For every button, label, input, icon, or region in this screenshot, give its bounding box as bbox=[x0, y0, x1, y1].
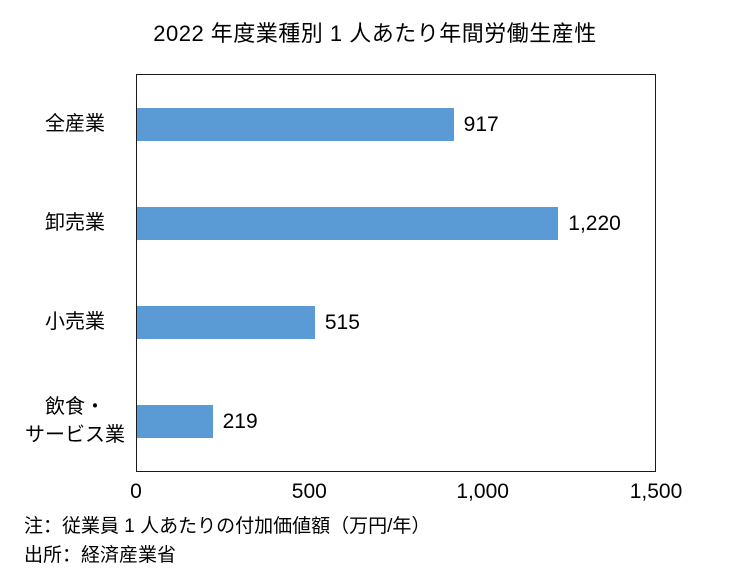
chart-title: 2022 年度業種別 1 人あたり年間労働生産性 bbox=[153, 21, 597, 46]
category-label: 全産業 bbox=[45, 112, 105, 135]
bar bbox=[137, 108, 454, 141]
bar-value-label: 917 bbox=[463, 112, 499, 136]
bar-value-label: 1,220 bbox=[568, 211, 621, 235]
category-label: 小売業 bbox=[45, 310, 105, 333]
category-axis: 全産業卸売業小売業飲食・ サービス業 bbox=[20, 74, 136, 472]
x-tick-label: 0 bbox=[130, 480, 142, 503]
bar bbox=[137, 306, 315, 339]
bar bbox=[137, 405, 213, 438]
category-label: 卸売業 bbox=[45, 211, 105, 234]
x-axis: 0 500 1,000 1,500 bbox=[130, 480, 682, 508]
chart-source: 出所：経済産業省 bbox=[24, 545, 177, 567]
x-tick-label: 1,500 bbox=[629, 480, 683, 503]
x-tick-label: 500 bbox=[291, 480, 327, 503]
bar-value-label: 515 bbox=[324, 310, 360, 334]
x-tick-label: 1,000 bbox=[456, 480, 509, 503]
category-label: 飲食・ サービス業 bbox=[25, 395, 125, 446]
plot-area: 917 1,220 515 219 bbox=[136, 74, 656, 472]
bar-row: 917 bbox=[137, 75, 655, 174]
bar bbox=[137, 207, 559, 240]
bar-row: 515 bbox=[137, 273, 655, 372]
bar-row: 219 bbox=[137, 372, 655, 471]
bar-value-label: 219 bbox=[222, 409, 258, 433]
chart-area: 全産業卸売業小売業飲食・ サービス業 917 1,220 515 219 bbox=[20, 74, 656, 472]
bar-row: 1,220 bbox=[137, 174, 655, 273]
chart-note: 注：従業員 1 人あたりの付加価値額（万円/年） bbox=[24, 516, 431, 537]
footnotes: 注：従業員 1 人あたりの付加価値額（万円/年） 出所：経済産業省 bbox=[24, 512, 750, 571]
